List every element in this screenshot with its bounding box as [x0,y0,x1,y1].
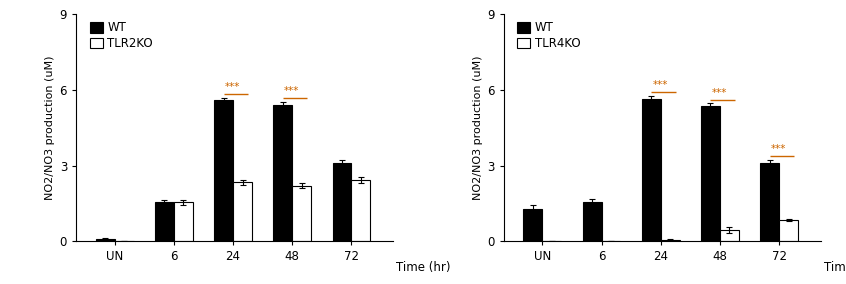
Text: ***: *** [284,86,299,96]
Text: ***: *** [711,87,727,97]
Bar [214,100,233,241]
Bar [661,240,679,241]
Y-axis label: NO2/NO3 production (uM): NO2/NO3 production (uM) [46,56,56,200]
Bar [351,179,371,241]
Text: Time (hr): Time (hr) [823,261,846,274]
Bar [273,105,292,241]
Bar [701,106,720,241]
Legend: WT, TLR4KO: WT, TLR4KO [516,20,582,51]
Bar [332,163,351,241]
Bar [761,163,779,241]
Text: ***: *** [652,80,667,90]
Bar [155,202,173,241]
Legend: WT, TLR2KO: WT, TLR2KO [88,20,154,51]
Y-axis label: NO2/NO3 production (uM): NO2/NO3 production (uM) [473,56,483,200]
Bar [96,239,114,241]
Bar [233,182,252,241]
Bar [779,220,798,241]
Bar [524,208,542,241]
Bar [720,230,739,241]
Bar [642,99,661,241]
Text: ***: *** [225,82,240,92]
Bar [583,202,602,241]
Text: ***: *** [771,144,786,154]
Bar [173,202,193,241]
Bar [292,186,311,241]
Text: Time (hr): Time (hr) [396,261,450,274]
